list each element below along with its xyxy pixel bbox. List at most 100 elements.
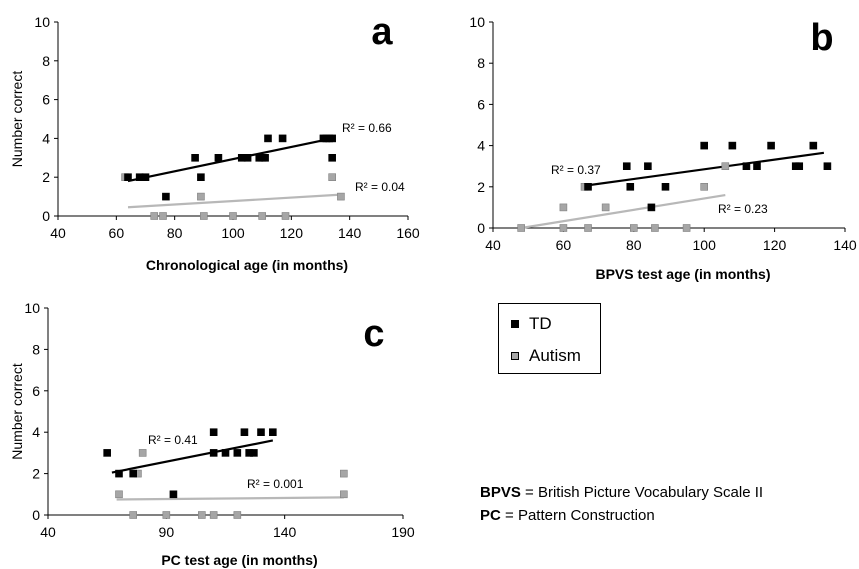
autism-data-point (682, 224, 691, 232)
y-tick-label: 2 (42, 169, 50, 185)
td-data-point (124, 173, 132, 181)
legend-item-td: TD (511, 314, 552, 334)
td-data-point (103, 449, 111, 457)
td-data-point (209, 428, 218, 437)
td-data-point (261, 154, 269, 162)
panel-letter: c (363, 313, 384, 355)
td-data-point (584, 183, 592, 191)
y-tick-label: 10 (34, 14, 50, 30)
x-tick-label: 80 (167, 225, 183, 241)
td-data-point (753, 162, 761, 170)
td-data-point (240, 428, 249, 437)
td-data-point (622, 162, 631, 170)
y-tick-label: 6 (32, 383, 40, 399)
legend-autism-label: Autism (529, 346, 581, 365)
x-tick-label: 120 (280, 225, 304, 241)
td-data-point (243, 154, 252, 162)
y-tick-label: 8 (42, 53, 50, 69)
x-axis-title: BPVS test age (in months) (595, 266, 770, 282)
autism-data-point (162, 511, 171, 519)
td-data-point (264, 134, 272, 143)
autism-data-point (129, 511, 137, 519)
td-data-point (742, 162, 751, 170)
y-tick-label: 6 (42, 92, 50, 108)
x-tick-label: 120 (763, 237, 787, 253)
autism-r2-label: R² = 0.04 (355, 180, 405, 194)
autism-data-point (337, 192, 345, 201)
td-data-point (169, 490, 178, 499)
x-axis-title: PC test age (in months) (161, 552, 317, 568)
legend-td-label: TD (529, 314, 552, 333)
autism-data-point (198, 511, 206, 519)
td-data-point (728, 141, 737, 150)
y-tick-label: 2 (477, 179, 485, 195)
y-tick-label: 0 (477, 220, 485, 236)
td-data-point (644, 162, 652, 170)
autism-trend-line (127, 193, 341, 209)
autism-data-point (601, 203, 610, 212)
td-data-point (233, 449, 242, 457)
y-tick-label: 2 (32, 466, 40, 482)
autism-data-point (258, 212, 266, 220)
td-data-point (823, 162, 832, 170)
autism-r2-label: R² = 0.23 (718, 202, 768, 216)
chart-panel-a: 0 2 4 6 8 10 40 60 80 100 120 140 160 Chronological a… (9, 11, 420, 273)
autism-data-point (115, 490, 123, 499)
note-pc-text: = Pattern Construction (500, 507, 655, 524)
y-tick-label: 10 (469, 14, 485, 30)
autism-data-point (340, 490, 348, 499)
autism-trend-line (520, 193, 726, 230)
td-data-point (767, 141, 775, 150)
td-data-point (328, 134, 336, 143)
autism-data-point (559, 203, 568, 212)
note-pc: PC = Pattern Construction (480, 507, 655, 524)
td-data-point (626, 183, 635, 191)
td-data-point (197, 173, 205, 181)
td-trend-line (127, 137, 333, 183)
y-tick-label: 10 (24, 300, 40, 316)
autism-data-point (584, 224, 592, 232)
td-trend-line (584, 151, 825, 187)
td-data-point (661, 183, 670, 191)
td-data-point (257, 428, 265, 437)
autism-data-point (340, 469, 348, 478)
panel-letter: a (371, 11, 393, 53)
chart-panel-b: 0 2 4 6 8 10 40 60 80 100 120 140 BPVS test age (in … (469, 14, 856, 282)
autism-data-point (150, 212, 159, 220)
autism-data-point (328, 173, 336, 181)
td-data-point (129, 469, 137, 478)
legend-td-swatch (511, 320, 519, 328)
x-tick-label: 140 (833, 237, 857, 253)
panel-letter: b (810, 17, 833, 59)
td-data-point (809, 141, 818, 150)
td-data-point (795, 162, 804, 170)
autism-data-point (629, 224, 638, 232)
x-tick-label: 160 (396, 225, 420, 241)
autism-data-point (229, 212, 237, 220)
autism-data-point (138, 449, 147, 457)
x-axis-title: Chronological age (in months) (146, 257, 348, 273)
td-r2-label: R² = 0.37 (551, 163, 601, 177)
autism-data-point (233, 511, 242, 519)
autism-data-point (700, 183, 709, 191)
x-tick-label: 90 (159, 524, 175, 540)
x-tick-label: 60 (556, 237, 572, 253)
td-data-point (162, 192, 170, 201)
y-tick-label: 0 (42, 208, 50, 224)
td-data-point (278, 134, 287, 143)
autism-data-point (559, 224, 568, 232)
x-tick-label: 100 (693, 237, 717, 253)
autism-data-point (281, 212, 290, 220)
td-data-point (214, 154, 223, 162)
legend-item-autism: Autism (511, 346, 581, 366)
td-data-point (141, 173, 150, 181)
autism-data-point (200, 212, 208, 220)
note-pc-abbr: PC (480, 507, 501, 524)
x-tick-label: 40 (50, 225, 66, 241)
x-tick-label: 140 (338, 225, 362, 241)
td-data-point (328, 154, 336, 162)
td-data-point (700, 141, 709, 150)
chart-panel-c: 0 2 4 6 8 10 40 90 140 190 PC test age (in months)… (9, 300, 415, 568)
td-data-point (209, 449, 218, 457)
